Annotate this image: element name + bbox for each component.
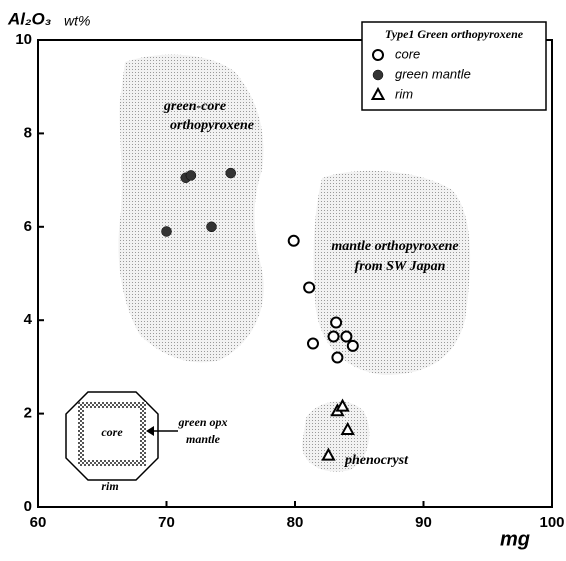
y-axis-unit: wt% bbox=[64, 13, 90, 29]
x-tick-label: 80 bbox=[287, 514, 304, 531]
legend-label: core bbox=[395, 46, 420, 61]
open-circle-marker bbox=[289, 236, 299, 246]
y-tick-label: 10 bbox=[15, 31, 32, 48]
y-axis-label: Al₂O₃ bbox=[7, 9, 51, 28]
annotation: orthopyroxene bbox=[170, 118, 254, 133]
annotation: green opx bbox=[178, 415, 228, 429]
filled-circle-marker bbox=[206, 222, 216, 232]
chart: Type1 Green orthopyroxene Al₂O₃ wt% mg 6… bbox=[0, 0, 566, 556]
annotation: core bbox=[101, 425, 123, 439]
open-circle-marker bbox=[308, 339, 318, 349]
filled-circle-marker bbox=[226, 168, 236, 178]
legend-label: green mantle bbox=[395, 66, 471, 81]
filled-circle-marker bbox=[162, 226, 172, 236]
annotation: mantle bbox=[186, 432, 221, 446]
legend-marker bbox=[373, 70, 383, 80]
open-circle-marker bbox=[304, 283, 314, 293]
open-circle-marker bbox=[331, 318, 341, 328]
y-tick-label: 0 bbox=[24, 498, 32, 515]
annotation: green-core bbox=[163, 99, 226, 114]
x-tick-label: 60 bbox=[30, 514, 47, 531]
open-circle-marker bbox=[329, 332, 339, 342]
x-tick-label: 70 bbox=[158, 514, 175, 531]
legend-label: rim bbox=[395, 86, 413, 101]
y-tick-label: 6 bbox=[24, 218, 32, 235]
y-tick-label: 4 bbox=[24, 311, 33, 328]
y-tick-label: 8 bbox=[24, 124, 32, 141]
annotation: rim bbox=[101, 479, 118, 493]
filled-circle-marker bbox=[186, 170, 196, 180]
open-circle-marker bbox=[341, 332, 351, 342]
x-tick-label: 90 bbox=[415, 514, 432, 531]
annotation: phenocryst bbox=[344, 453, 409, 468]
annotation: from SW Japan bbox=[355, 259, 446, 274]
annotation: mantle orthopyroxene bbox=[331, 239, 458, 254]
x-tick-label: 100 bbox=[539, 514, 564, 531]
legend-title: Type1 Green orthopyroxene bbox=[385, 27, 524, 41]
x-axis-label: mg bbox=[500, 528, 530, 550]
open-circle-marker bbox=[332, 353, 342, 363]
y-tick-label: 2 bbox=[24, 405, 32, 422]
open-circle-marker bbox=[348, 341, 358, 351]
legend-marker bbox=[373, 50, 383, 60]
